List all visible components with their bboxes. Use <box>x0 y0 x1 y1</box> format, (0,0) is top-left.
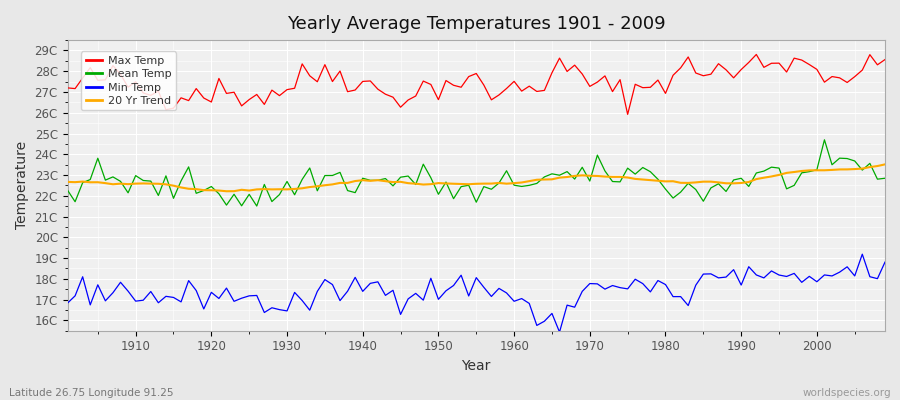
X-axis label: Year: Year <box>462 359 491 373</box>
Legend: Max Temp, Mean Temp, Min Temp, 20 Yr Trend: Max Temp, Mean Temp, Min Temp, 20 Yr Tre… <box>81 52 176 110</box>
Title: Yearly Average Temperatures 1901 - 2009: Yearly Average Temperatures 1901 - 2009 <box>287 15 666 33</box>
Text: Latitude 26.75 Longitude 91.25: Latitude 26.75 Longitude 91.25 <box>9 388 174 398</box>
Text: worldspecies.org: worldspecies.org <box>803 388 891 398</box>
Y-axis label: Temperature: Temperature <box>15 141 29 230</box>
